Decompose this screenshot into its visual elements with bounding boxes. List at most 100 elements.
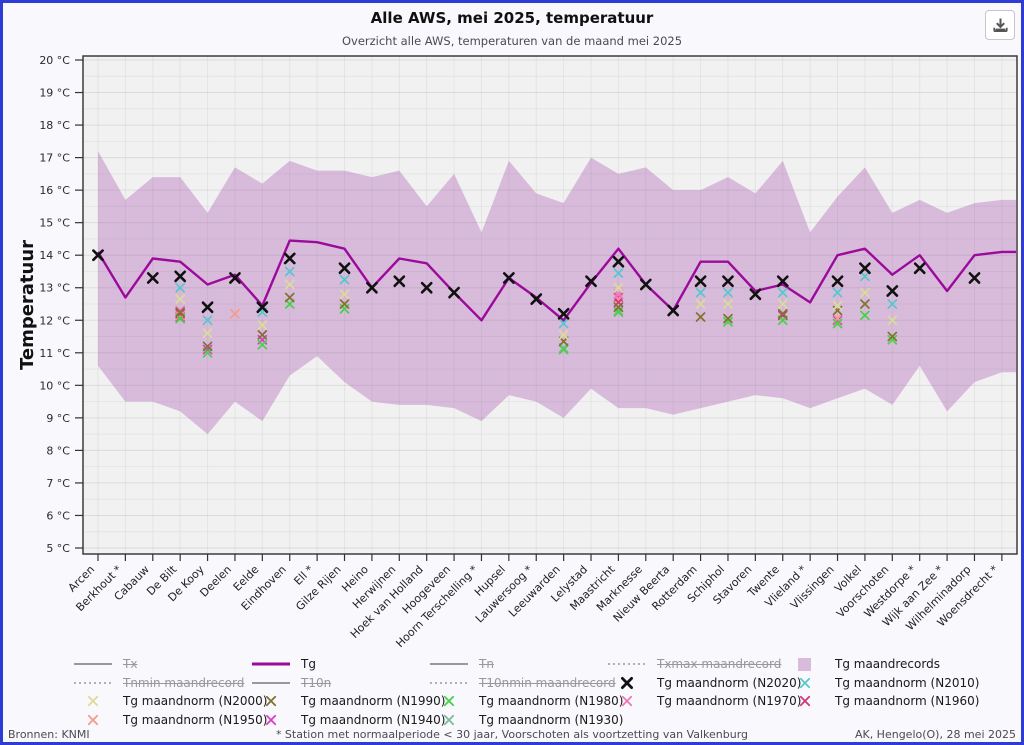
- legend-item-txmax-maandrecord[interactable]: Txmax maandrecord: [605, 656, 783, 672]
- legend-item-tg[interactable]: Tg: [249, 656, 427, 672]
- chart-page: 5 °C 6 °C 7 °C 8 °C 9 °C 10 °C 11 °C 12 °C 13 °C…: [3, 3, 1021, 742]
- y-tick-label: 15 °C: [39, 217, 70, 230]
- legend-item-tg-maandnorm-n2010[interactable]: Tg maandnorm (N2010): [783, 675, 979, 691]
- norm-marker: [749, 288, 762, 301]
- norm-marker: [202, 341, 213, 352]
- norm-marker: [777, 299, 788, 309]
- y-tick-label: 19 °C: [39, 87, 70, 100]
- norm-marker: [694, 275, 707, 288]
- footer-credit: AK, Hengelo(O), 28 mei 2025: [854, 728, 1016, 741]
- y-tick-label: 8 °C: [46, 444, 70, 457]
- header: Alle AWS, mei 2025, temperatuur Overzich…: [3, 9, 1021, 48]
- legend-label: Tg maandnorm (N1970): [657, 694, 802, 709]
- legend-marker-line: [430, 663, 468, 666]
- norm-marker: [777, 308, 788, 319]
- norm-marker: [393, 275, 406, 288]
- markers-tg-maandnorm-n1990: [175, 292, 898, 352]
- legend-marker-square: [798, 658, 811, 672]
- y-tick-label: 6 °C: [46, 509, 70, 522]
- legend-item-tg-maandnorm-n1980[interactable]: Tg maandnorm (N1980): [427, 693, 623, 709]
- legend-item-t10n[interactable]: T10n: [249, 675, 427, 691]
- markers-tg-maandnorm-n2020: [92, 249, 981, 320]
- norm-marker: [339, 299, 350, 309]
- legend-item-tg-maandnorm-n2000[interactable]: Tg maandnorm (N2000): [71, 693, 267, 709]
- legend-item-t10nmin-maandrecord[interactable]: T10nmin maandrecord: [427, 675, 616, 691]
- norm-marker: [202, 328, 213, 339]
- legend-item-tg-maandnorm-n1990[interactable]: Tg maandnorm (N1990): [249, 693, 445, 709]
- norm-marker: [613, 305, 624, 316]
- legend-item-tn[interactable]: Tn: [427, 656, 605, 672]
- legend-item-tg-maandnorm-n1940[interactable]: Tg maandnorm (N1940): [249, 712, 445, 728]
- norm-marker: [284, 279, 295, 290]
- legend-marker-cross: [799, 696, 811, 707]
- y-tick-label: 9 °C: [46, 412, 70, 425]
- norm-marker: [723, 313, 733, 324]
- norm-marker: [175, 307, 186, 317]
- norm-marker: [695, 287, 706, 298]
- norm-marker: [175, 282, 186, 293]
- y-tick-label: 5 °C: [46, 542, 70, 555]
- download-icon: [992, 18, 1008, 32]
- legend-item-tg-maandnorm-n1930[interactable]: Tg maandnorm (N1930): [427, 712, 623, 728]
- legend-marker-dotted: [430, 681, 468, 684]
- legend-marker-line: [252, 662, 290, 666]
- y-tick-label: 7 °C: [46, 477, 70, 490]
- norm-marker: [723, 317, 733, 327]
- legend-marker-cross: [87, 696, 99, 707]
- legend-item-tg-maandnorm-n1970[interactable]: Tg maandnorm (N1970): [605, 693, 801, 709]
- legend-label: Txmax maandrecord: [657, 657, 782, 672]
- legend-label: Tg maandnorm (N1940): [301, 712, 446, 727]
- y-tick-label: 13 °C: [39, 282, 70, 295]
- legend-item-tx[interactable]: Tx: [71, 656, 249, 672]
- norm-marker: [613, 282, 624, 293]
- norm-marker: [723, 299, 733, 309]
- legend-label: Tg maandnorm (N1950): [123, 712, 268, 727]
- y-tick-label: 14 °C: [39, 249, 70, 262]
- norm-marker: [558, 330, 569, 340]
- temperature-chart: 5 °C 6 °C 7 °C 8 °C 9 °C 10 °C 11 °C 12 °C 13 °C…: [17, 54, 1018, 650]
- norm-marker: [777, 287, 788, 298]
- legend-label: Tg maandnorm (N1930): [479, 712, 624, 727]
- legend-marker-cross: [443, 696, 455, 707]
- norm-marker: [230, 308, 240, 319]
- norm-marker: [201, 301, 214, 314]
- legend-marker-line: [252, 681, 290, 684]
- legend-label: Tg maandnorm (N2010): [835, 675, 980, 690]
- norm-marker: [832, 287, 843, 298]
- norm-marker: [695, 312, 706, 322]
- legend-marker-line: [74, 663, 112, 666]
- norm-marker: [887, 299, 898, 309]
- legend-item-tg-maandnorm-n1960[interactable]: Tg maandnorm (N1960): [783, 693, 979, 709]
- norm-marker: [722, 275, 734, 288]
- legend-item-tnmin-maandrecord[interactable]: Tnmin maandrecord: [71, 675, 249, 691]
- norm-marker: [92, 249, 104, 262]
- legend-item-tg-maandnorm-n1950[interactable]: Tg maandnorm (N1950): [71, 712, 267, 728]
- legend-item-tg-maandnorm-n2020[interactable]: Tg maandnorm (N2020): [605, 675, 801, 691]
- norm-marker: [284, 266, 295, 277]
- legend-label: Tg maandnorm (N1980): [479, 694, 624, 709]
- norm-marker: [832, 315, 843, 326]
- legend-marker-cross: [265, 714, 277, 725]
- norm-marker: [283, 252, 296, 265]
- legend-marker-cross: [443, 714, 455, 725]
- norm-marker: [257, 320, 268, 330]
- legend-marker-cross: [265, 696, 277, 707]
- legend-label: T10n: [301, 675, 332, 690]
- norm-marker: [339, 274, 350, 285]
- legend-item-tg-maandrecords[interactable]: Tg maandrecords: [783, 656, 961, 672]
- norm-marker: [558, 344, 569, 355]
- y-axis-title: Temperatuur: [17, 240, 38, 370]
- y-tick-label: 12 °C: [39, 314, 70, 327]
- legend-label: Tnmin maandrecord: [123, 675, 245, 690]
- tg-line: [96, 239, 1016, 322]
- norm-marker: [723, 287, 733, 298]
- legend-marker-dotted: [608, 663, 646, 666]
- norm-marker: [530, 293, 543, 306]
- norm-marker: [502, 272, 515, 284]
- legend-marker-cross-bold: [621, 676, 633, 689]
- legend-label: Tg maandnorm (N2000): [123, 694, 268, 709]
- norm-marker: [860, 310, 870, 321]
- download-button[interactable]: [985, 10, 1015, 40]
- norm-marker: [887, 315, 898, 326]
